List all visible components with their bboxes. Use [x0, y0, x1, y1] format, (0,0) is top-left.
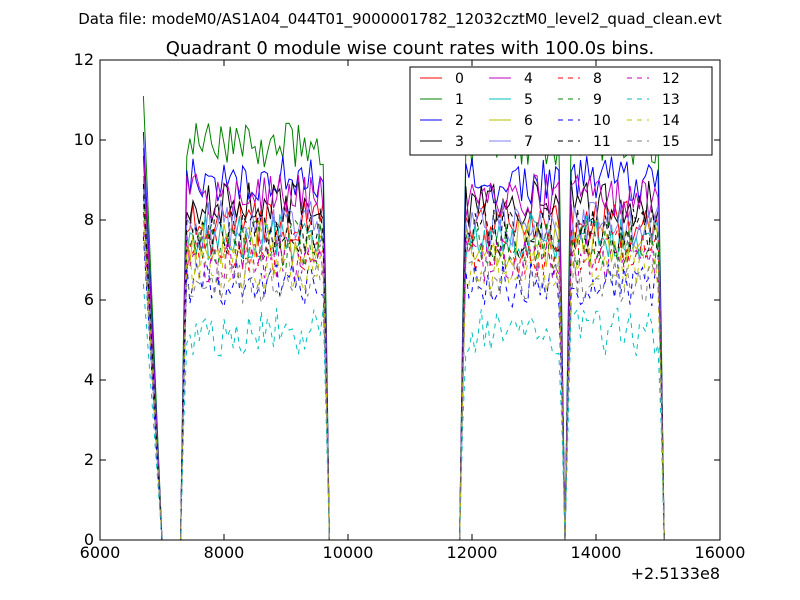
legend-label-8: 8: [593, 71, 602, 87]
legend-label-0: 0: [455, 71, 464, 87]
y-tick-label: 4: [84, 370, 94, 389]
legend-label-11: 11: [593, 134, 611, 150]
legend-label-14: 14: [662, 113, 680, 129]
x-offset-label: +2.5133e8: [631, 564, 720, 583]
series-line-8: [142, 203, 666, 541]
series-line-14: [142, 219, 666, 541]
y-tick-label: 2: [84, 450, 94, 469]
y-tick-label: 6: [84, 290, 94, 309]
legend-label-3: 3: [455, 134, 464, 150]
legend-label-1: 1: [455, 92, 464, 108]
series-line-4: [142, 147, 666, 541]
x-tick-label: 8000: [204, 543, 245, 562]
x-tick-label: 14000: [571, 543, 622, 562]
series-line-3: [142, 155, 666, 541]
legend-label-9: 9: [593, 92, 602, 108]
series-line-12: [142, 211, 666, 541]
series-line-13: [142, 283, 666, 541]
legend-label-15: 15: [662, 134, 680, 150]
y-tick-label: 12: [74, 50, 94, 69]
chart-title: Quadrant 0 module wise count rates with …: [166, 38, 655, 59]
y-tick-label: 0: [84, 530, 94, 549]
legend-label-13: 13: [662, 92, 680, 108]
series-line-10: [142, 235, 666, 541]
y-tick-label: 8: [84, 210, 94, 229]
series-line-15: [142, 231, 666, 541]
legend-label-2: 2: [455, 113, 464, 129]
series-line-2: [142, 131, 666, 541]
x-tick-label: 6000: [80, 543, 121, 562]
legend-label-12: 12: [662, 71, 680, 87]
chart-suptitle: Data file: modeM0/AS1A04_044T01_90000017…: [78, 10, 722, 29]
x-tick-label: 10000: [323, 543, 374, 562]
series-line-7: [142, 175, 666, 541]
legend-label-5: 5: [524, 92, 533, 108]
y-tick-label: 10: [74, 130, 94, 149]
legend-label-10: 10: [593, 113, 611, 129]
series-line-6: [142, 195, 666, 541]
x-tick-label: 16000: [695, 543, 746, 562]
legend-box: [409, 66, 713, 156]
legend-label-4: 4: [524, 71, 533, 87]
legend-label-6: 6: [524, 113, 533, 129]
legend-label-7: 7: [524, 134, 533, 150]
plot-area: 6000 8000 10000 12000 14000 16000024681012012…: [74, 50, 746, 562]
x-tick-label: 12000: [447, 543, 498, 562]
